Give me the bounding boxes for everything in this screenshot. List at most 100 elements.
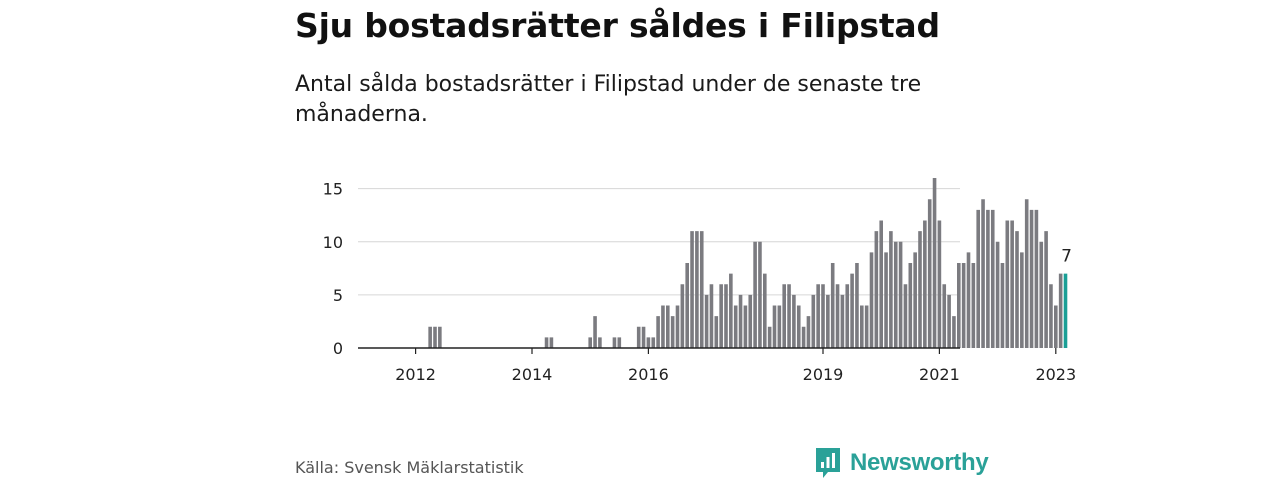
- bar: [738, 294, 743, 349]
- bar: [1024, 199, 1029, 348]
- bar: [699, 231, 704, 349]
- bar: [869, 252, 874, 349]
- bars: [428, 178, 1068, 349]
- bar: [845, 284, 850, 348]
- y-tick-label: 0: [333, 339, 343, 358]
- bar: [680, 284, 685, 348]
- bar: [927, 199, 932, 348]
- bar: [860, 305, 864, 348]
- bar: [961, 263, 966, 348]
- bar: [1058, 273, 1063, 349]
- bar: [670, 316, 675, 349]
- bar: [942, 284, 947, 348]
- bar: [908, 263, 913, 348]
- bar: [588, 337, 592, 349]
- bar: [986, 209, 990, 349]
- bar: [636, 326, 641, 348]
- bar: [598, 337, 602, 349]
- bar: [830, 263, 835, 348]
- source-note: Källa: Svensk Mäklarstatistik: [295, 458, 524, 477]
- bar: [879, 220, 883, 348]
- bar: [1005, 220, 1010, 348]
- bar: [767, 326, 772, 348]
- x-axis-labels: 2012 2014 2016 2019 2021 2023: [395, 365, 1076, 384]
- bar: [787, 284, 791, 348]
- bar: [952, 316, 956, 349]
- bar: [758, 241, 762, 348]
- bar: [889, 231, 893, 349]
- bar: [714, 316, 719, 349]
- bar: [690, 231, 694, 349]
- bar: [913, 252, 917, 349]
- bar: [719, 284, 723, 348]
- bar: [1010, 220, 1014, 348]
- bar: [855, 263, 859, 348]
- newsworthy-icon: [816, 448, 840, 478]
- chart-title: Sju bostadsrätter såldes i Filipstad: [295, 6, 940, 45]
- bar: [850, 273, 854, 349]
- bar: [874, 231, 879, 349]
- y-tick-label: 10: [323, 233, 343, 252]
- bar: [806, 316, 811, 349]
- bar-highlight: [1063, 273, 1068, 349]
- bar: [433, 326, 437, 348]
- bar: [937, 220, 942, 348]
- bar: [438, 326, 442, 348]
- x-tick-label: 2021: [919, 365, 960, 384]
- bar: [612, 337, 617, 349]
- bar: [428, 326, 432, 348]
- bar: [1015, 231, 1019, 349]
- bar: [957, 263, 961, 348]
- bar: [1039, 241, 1044, 348]
- bar: [651, 337, 656, 349]
- bar: [835, 284, 840, 348]
- bar: [661, 305, 665, 348]
- bar: [763, 273, 767, 349]
- bar: [733, 305, 738, 348]
- bar: [1000, 263, 1005, 348]
- bar: [903, 284, 908, 348]
- bar: [826, 294, 830, 349]
- bar: [695, 231, 699, 349]
- x-tick-label: 2023: [1035, 365, 1076, 384]
- bar: [656, 316, 660, 349]
- bar: [704, 294, 709, 349]
- brand-logo: Newsworthy: [814, 446, 989, 480]
- bar: [685, 263, 689, 348]
- bar: [1034, 209, 1039, 349]
- bar: [1049, 284, 1053, 348]
- bar: [675, 305, 680, 348]
- y-tick-label: 5: [333, 286, 343, 305]
- bar: [971, 263, 976, 348]
- bar: [666, 305, 670, 348]
- bar: [840, 294, 845, 349]
- y-tick-label: 15: [323, 180, 343, 199]
- last-value-label: 7: [1061, 247, 1072, 267]
- chart-subtitle: Antal sålda bostadsrätter i Filipstad un…: [295, 72, 922, 127]
- bar: [641, 326, 646, 348]
- bar: [811, 294, 816, 349]
- bar: [821, 284, 825, 348]
- bar: [918, 231, 922, 349]
- bar: [782, 284, 786, 348]
- bar: [990, 209, 995, 349]
- y-axis-labels: 0 5 10 15: [323, 180, 343, 358]
- bar: [724, 284, 728, 348]
- bar: [1054, 305, 1058, 348]
- x-tick-label: 2014: [512, 365, 553, 384]
- bar: [976, 209, 980, 349]
- bar: [884, 252, 888, 349]
- bar: [748, 294, 753, 349]
- bar: [709, 284, 714, 348]
- bar: [1044, 231, 1048, 349]
- bar: [801, 326, 806, 348]
- bar: [617, 337, 622, 349]
- bar: [864, 305, 869, 348]
- bar: [1029, 209, 1034, 349]
- x-tick-label: 2019: [803, 365, 844, 384]
- bar: [792, 294, 796, 349]
- bar: [1020, 252, 1024, 349]
- bar: [995, 241, 1000, 348]
- bar: [893, 241, 898, 348]
